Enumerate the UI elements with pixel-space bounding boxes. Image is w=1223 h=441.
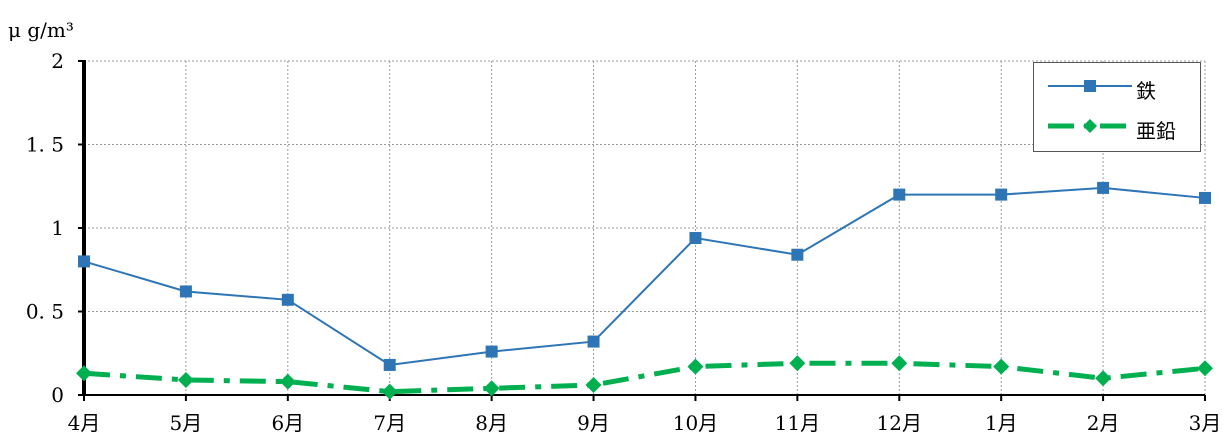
legend-swatch-zinc xyxy=(1048,119,1132,133)
data-point-s1-3 xyxy=(381,383,398,400)
legend-label-iron: 鉄 xyxy=(1136,79,1156,103)
x-tick-label-6: 10月 xyxy=(673,411,718,435)
data-point-s1-11 xyxy=(1197,360,1213,377)
x-tick-label-0: 4月 xyxy=(68,411,101,435)
x-tick-label-9: 1月 xyxy=(985,411,1018,435)
y-axis-unit-label: μ g/m³ xyxy=(8,18,74,42)
x-tick-label-11: 3月 xyxy=(1189,411,1222,435)
x-tick-label-4: 8月 xyxy=(475,411,508,435)
data-point-s1-0 xyxy=(76,365,92,382)
x-tick-label-10: 2月 xyxy=(1087,411,1120,435)
data-point-s0-3 xyxy=(383,358,396,371)
x-tick-label-7: 11月 xyxy=(775,411,820,435)
grid-lines xyxy=(84,60,1206,395)
data-point-s1-7 xyxy=(789,355,806,372)
data-point-s1-9 xyxy=(993,358,1010,375)
legend-item-zinc: 亜鉛 xyxy=(1034,107,1200,147)
data-point-s0-10 xyxy=(1097,181,1110,194)
x-tick-label-2: 6月 xyxy=(271,411,304,435)
data-point-s0-1 xyxy=(179,285,192,298)
data-point-s1-2 xyxy=(279,373,296,390)
legend-swatch-iron xyxy=(1048,80,1132,92)
data-point-s0-8 xyxy=(893,188,906,201)
y-tick-label-4: 2 xyxy=(51,49,64,73)
series-line-0 xyxy=(83,186,1206,366)
x-tick-label-5: 9月 xyxy=(577,411,610,435)
data-point-s0-4 xyxy=(485,345,498,358)
series-line-1 xyxy=(83,360,1206,395)
legend-label-zinc: 亜鉛 xyxy=(1136,119,1176,143)
x-tick-label-3: 7月 xyxy=(373,411,406,435)
x-tick-label-8: 12月 xyxy=(877,411,922,435)
y-tick-label-3: 1. 5 xyxy=(26,133,64,157)
data-point-s0-0 xyxy=(78,255,90,268)
series-group xyxy=(76,181,1213,400)
data-point-s0-2 xyxy=(281,293,294,306)
data-point-s1-8 xyxy=(891,355,908,372)
data-point-s1-10 xyxy=(1095,370,1112,387)
legend-item-iron: 鉄 xyxy=(1034,67,1200,107)
data-point-s0-6 xyxy=(689,232,702,245)
data-point-s1-1 xyxy=(177,371,194,388)
data-point-s1-5 xyxy=(585,376,602,393)
data-point-s1-4 xyxy=(483,380,500,397)
data-point-s1-6 xyxy=(687,358,704,375)
x-tick-label-1: 5月 xyxy=(170,411,203,435)
data-point-s0-11 xyxy=(1199,191,1211,204)
data-point-s0-7 xyxy=(791,248,804,261)
data-point-s0-9 xyxy=(995,188,1008,201)
y-tick-label-0: 0 xyxy=(51,383,64,407)
y-tick-label-2: 1 xyxy=(51,216,64,240)
y-tick-label-1: 0. 5 xyxy=(26,300,64,324)
data-point-s0-5 xyxy=(587,335,600,348)
legend: 鉄 亜鉛 xyxy=(1033,62,1201,152)
tick-labels: 0 0. 5 1 1. 5 2 4月 5月 6月 7月 8月 9月 10月 11月 12月 1月 2月 3月 xyxy=(26,49,1222,435)
